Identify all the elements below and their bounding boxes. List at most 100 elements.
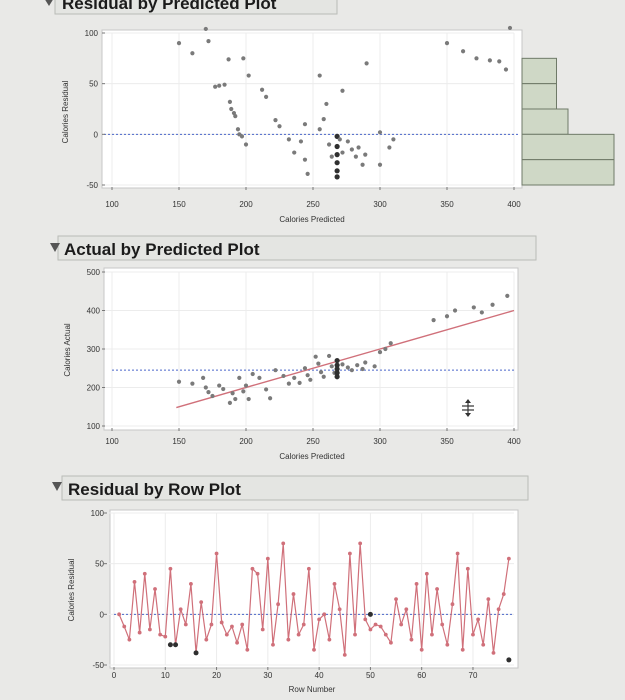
- data-point: [414, 582, 419, 586]
- data-point: [147, 627, 152, 632]
- x-tick-label: 250: [306, 437, 320, 446]
- x-tick-label: 350: [440, 437, 454, 446]
- data-point: [260, 627, 265, 632]
- data-point: [326, 353, 332, 359]
- y-axis-title-1: Calories Residual: [61, 80, 70, 143]
- data-point: [364, 61, 369, 66]
- y-tick-label: -50: [86, 181, 98, 190]
- data-point: [394, 597, 398, 602]
- data-point: [241, 389, 246, 394]
- data-point: [201, 375, 206, 380]
- x-tick-label: 300: [373, 200, 387, 209]
- data-point: [286, 637, 291, 642]
- x-axis-title-3: Row Number: [289, 685, 336, 694]
- data-point: [142, 571, 147, 576]
- data-point: [176, 41, 182, 46]
- data-point: [389, 640, 393, 645]
- data-point: [250, 566, 255, 571]
- data-point: [243, 142, 249, 147]
- actual-by-predicted-section: Actual by Predicted Plot 100 150 200 250 300…: [50, 235, 537, 461]
- data-point: [312, 647, 316, 652]
- data-point: [377, 130, 383, 135]
- data-point: [230, 624, 234, 629]
- data-point: [465, 566, 470, 571]
- data-point: [355, 363, 360, 368]
- triangle-down-icon[interactable]: [50, 243, 60, 252]
- data-point: [206, 39, 211, 44]
- x-tick-label: 30: [263, 671, 272, 680]
- data-point: [391, 137, 396, 142]
- data-point: [286, 137, 291, 142]
- data-point: [183, 622, 188, 627]
- data-point: [230, 391, 235, 396]
- data-point: [203, 26, 208, 32]
- data-point: [471, 632, 475, 637]
- data-point: [178, 607, 183, 612]
- data-point: [387, 145, 392, 150]
- data-point: [329, 154, 334, 159]
- data-point: [345, 365, 350, 370]
- data-point: [363, 360, 368, 365]
- data-point: [219, 620, 224, 625]
- data-point: [431, 318, 436, 323]
- data-point: [388, 341, 393, 346]
- data-point: [153, 587, 157, 591]
- data-point: [334, 366, 340, 372]
- histogram-bar: [521, 159, 615, 186]
- data-point: [276, 602, 281, 607]
- data-point: [471, 305, 476, 310]
- data-point: [349, 368, 354, 373]
- data-point: [476, 617, 481, 622]
- data-point: [383, 346, 388, 352]
- data-point: [334, 143, 340, 150]
- data-point: [479, 310, 484, 315]
- residual-by-row-points: [117, 541, 512, 663]
- data-point: [237, 375, 242, 380]
- x-tick-label: 300: [373, 437, 387, 446]
- data-point: [268, 396, 273, 401]
- residual-by-predicted-plot-frame: [101, 29, 523, 189]
- data-point: [337, 137, 342, 142]
- y-axis-title-2: Calories Actual: [63, 323, 72, 377]
- data-point: [317, 617, 322, 622]
- data-point: [340, 88, 345, 93]
- triangle-down-icon[interactable]: [52, 482, 62, 491]
- data-point: [265, 556, 270, 561]
- x-tick-label: 0: [112, 671, 117, 680]
- data-point: [313, 354, 318, 359]
- data-point: [481, 642, 486, 647]
- data-point: [460, 49, 466, 54]
- residual-by-predicted-ticks: 100 150 200 250 300 350 400 100 50 0 -50: [85, 29, 522, 209]
- data-point: [474, 56, 479, 61]
- y-tick-label: 400: [87, 307, 101, 316]
- data-point: [505, 293, 510, 298]
- data-point: [345, 139, 350, 144]
- data-point: [222, 82, 227, 87]
- data-point: [297, 380, 302, 385]
- data-point: [444, 314, 450, 319]
- x-tick-label: 200: [239, 437, 253, 446]
- data-point: [373, 622, 378, 627]
- data-point: [255, 571, 260, 576]
- data-point: [409, 637, 414, 642]
- data-point: [378, 624, 383, 629]
- y-tick-label: 100: [87, 422, 101, 431]
- x-tick-label: 400: [507, 437, 521, 446]
- data-point: [210, 393, 215, 399]
- data-point: [399, 622, 404, 627]
- y-tick-label: 0: [100, 610, 105, 619]
- data-point: [137, 630, 142, 635]
- data-point: [491, 650, 496, 655]
- x-tick-label: 20: [212, 671, 221, 680]
- data-point: [239, 134, 245, 139]
- triangle-down-icon[interactable]: [44, 0, 54, 6]
- x-tick-label: 60: [417, 671, 426, 680]
- data-point: [235, 127, 241, 132]
- data-point: [235, 640, 239, 645]
- data-point: [358, 541, 363, 546]
- y-tick-label: 100: [85, 29, 99, 38]
- data-point: [305, 171, 310, 176]
- data-point: [296, 632, 301, 637]
- data-point: [404, 607, 409, 612]
- data-point: [340, 150, 345, 155]
